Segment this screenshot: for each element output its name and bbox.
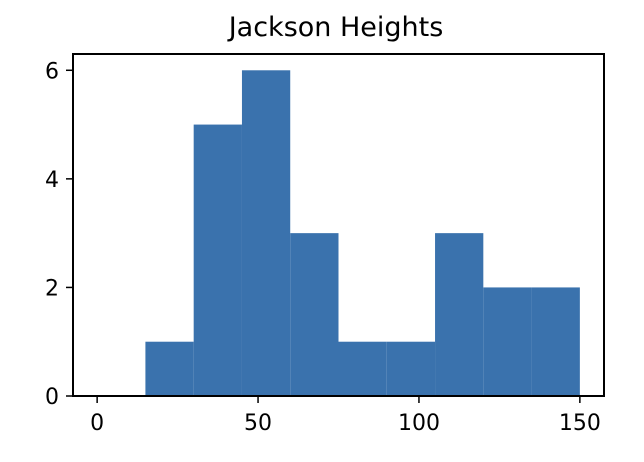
x-tick-label-3: 150 xyxy=(559,411,601,436)
histogram-bar-1 xyxy=(193,124,242,397)
y-tick-label-1: 2 xyxy=(45,276,59,301)
histogram-bar-6 xyxy=(435,233,484,396)
y-tick-label-2: 4 xyxy=(45,168,59,193)
histogram-bar-5 xyxy=(386,341,436,396)
axes-layer: 0 50 100 150 0 2 4 6 xyxy=(45,59,601,436)
y-tick-label-3: 6 xyxy=(45,59,59,84)
plot-frame xyxy=(72,53,605,397)
chart-title: Jackson Heights xyxy=(227,12,444,43)
x-tick-label-2: 100 xyxy=(398,411,440,436)
histogram-bar-7 xyxy=(483,287,532,396)
histogram-bar-4 xyxy=(338,341,387,396)
bars-layer xyxy=(145,70,580,397)
x-tick-label-1: 50 xyxy=(244,411,272,436)
histogram-bar-8 xyxy=(531,287,580,396)
histogram-bar-0 xyxy=(145,341,194,396)
histogram-bar-2 xyxy=(241,70,291,397)
x-tick-label-0: 0 xyxy=(90,411,104,436)
histogram-bar-3 xyxy=(290,233,339,396)
y-tick-label-0: 0 xyxy=(45,385,59,410)
